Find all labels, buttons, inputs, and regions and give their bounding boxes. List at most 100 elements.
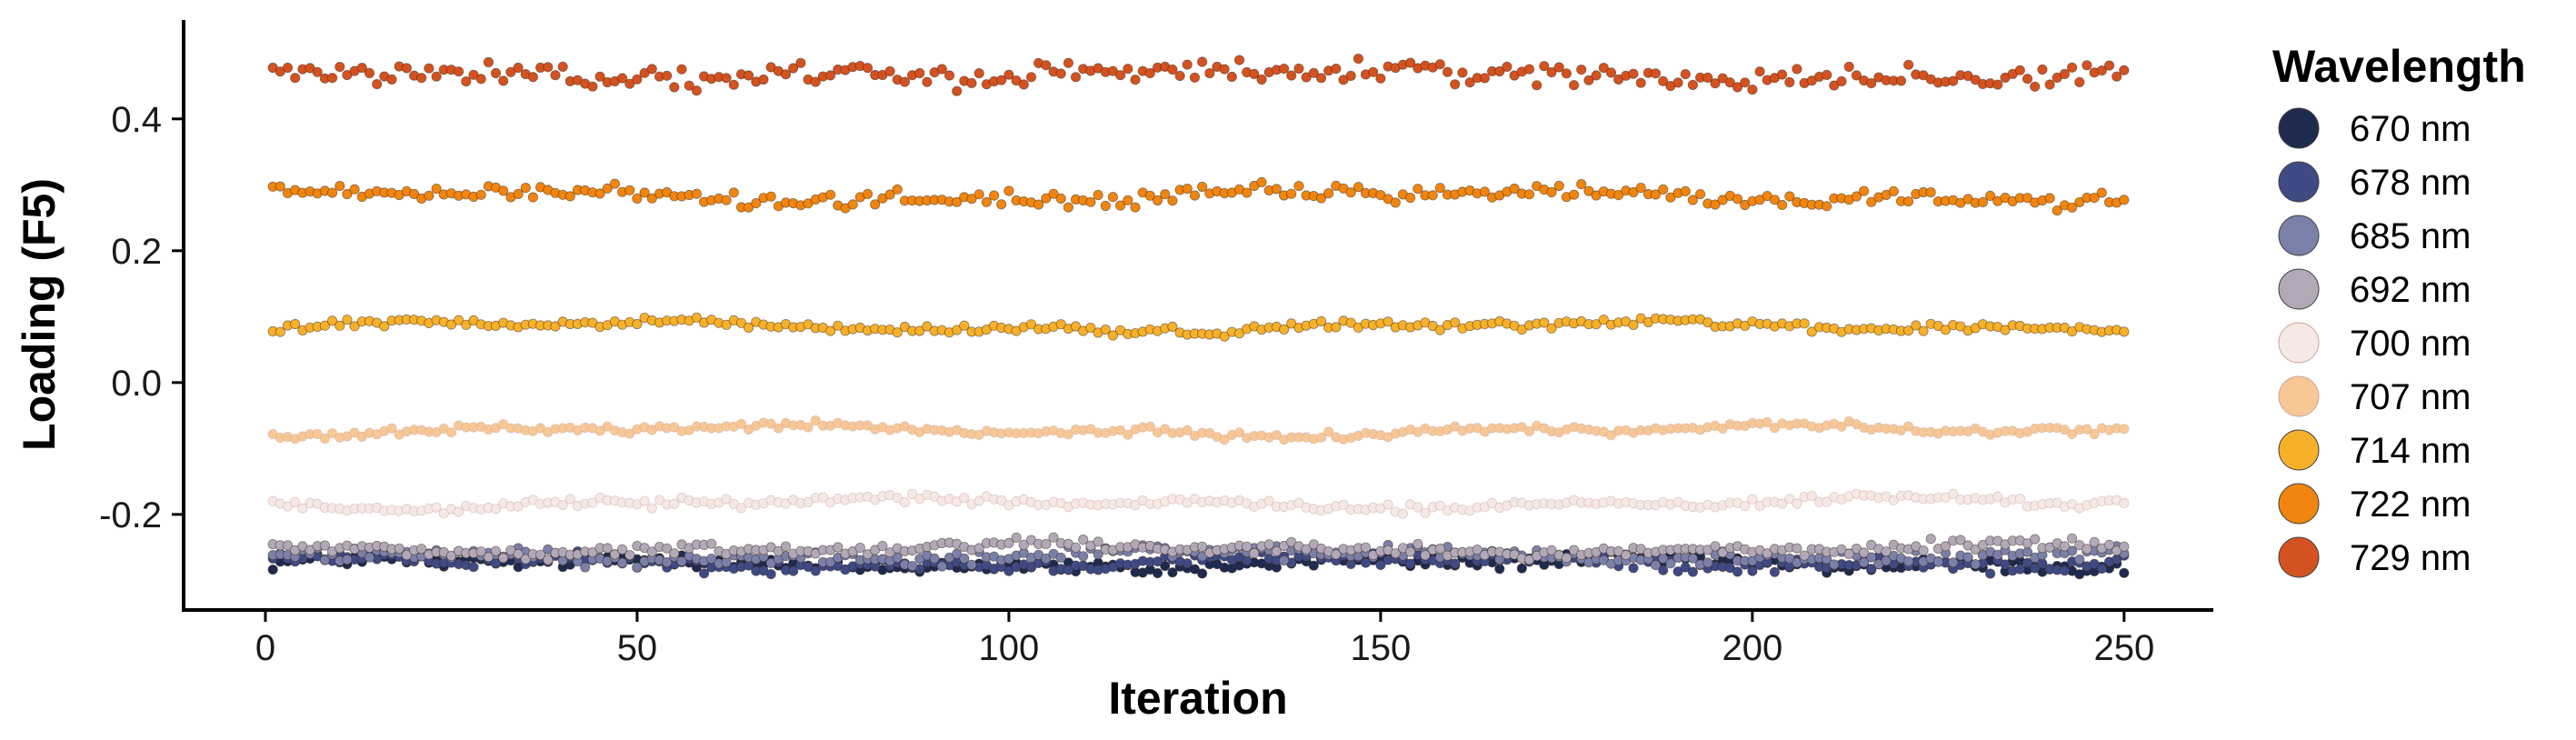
data-point	[1792, 64, 1802, 75]
data-point	[1041, 60, 1052, 71]
data-point	[1233, 328, 1245, 339]
data-point	[810, 76, 821, 87]
data-point	[1888, 185, 1899, 196]
data-point	[654, 495, 665, 505]
data-point	[1702, 72, 1713, 84]
data-point	[1621, 549, 1632, 561]
data-point	[1613, 190, 1624, 201]
data-point	[1977, 196, 1988, 207]
data-point	[490, 504, 502, 515]
data-point	[550, 70, 561, 81]
data-point	[2059, 541, 2070, 552]
data-point	[1331, 322, 1342, 333]
data-point	[1263, 495, 1274, 506]
data-point	[356, 63, 367, 74]
data-point	[1279, 324, 1290, 335]
data-point	[401, 63, 412, 74]
data-point	[1970, 544, 1981, 555]
data-point	[1516, 563, 1527, 574]
legend-label: 722 nm	[2350, 485, 2471, 525]
data-point	[803, 422, 814, 433]
data-point	[416, 73, 427, 84]
data-point	[431, 502, 442, 513]
legend-swatch	[2278, 161, 2320, 203]
data-point	[721, 195, 732, 205]
data-point	[1123, 195, 1133, 205]
data-point	[326, 73, 338, 84]
data-point	[989, 190, 1000, 201]
data-point	[1434, 59, 1445, 70]
data-point	[721, 319, 732, 330]
data-point	[1070, 542, 1082, 553]
data-point	[1806, 490, 1817, 502]
data-point	[817, 492, 829, 503]
data-point	[342, 188, 353, 200]
data-point	[453, 506, 464, 517]
data-point	[1360, 542, 1372, 553]
data-point	[424, 190, 434, 201]
data-point	[1093, 189, 1103, 201]
data-point	[1279, 64, 1290, 75]
data-point	[624, 78, 635, 89]
data-point	[616, 544, 628, 555]
data-point	[1740, 500, 1751, 512]
data-point	[1315, 315, 1327, 326]
data-point	[1018, 79, 1029, 90]
data-point	[691, 85, 703, 96]
data-point	[1152, 555, 1163, 567]
data-point	[1732, 82, 1743, 93]
data-point	[342, 554, 353, 565]
data-point	[1502, 61, 1513, 73]
data-point	[1940, 325, 1952, 335]
data-point	[1315, 73, 1327, 84]
data-point	[1345, 187, 1356, 198]
data-point	[1650, 68, 1662, 79]
data-point	[669, 82, 680, 93]
data-point	[1197, 541, 1208, 552]
data-point	[498, 553, 509, 564]
data-point	[468, 562, 479, 573]
data-point	[906, 488, 918, 500]
data-point	[646, 193, 657, 204]
data-point	[996, 495, 1007, 506]
data-point	[1413, 502, 1423, 513]
data-point	[973, 68, 984, 79]
data-point	[1256, 74, 1267, 85]
data-point	[1553, 62, 1564, 73]
data-point	[1903, 421, 1914, 432]
data-point	[1635, 77, 1646, 88]
data-point	[1472, 544, 1483, 555]
data-point	[1167, 567, 1178, 578]
data-point	[2067, 62, 2078, 73]
data-point	[616, 73, 628, 84]
data-point	[824, 556, 836, 567]
data-point	[1115, 425, 1126, 435]
data-point	[1553, 180, 1564, 192]
data-point	[1226, 71, 1237, 83]
data-point	[1851, 70, 1862, 81]
data-point	[1658, 184, 1669, 195]
data-point	[959, 320, 970, 331]
data-point	[1970, 559, 1981, 570]
data-point	[2119, 65, 2130, 75]
legend-swatch	[2278, 107, 2320, 149]
data-point	[1301, 544, 1312, 555]
data-point	[1018, 539, 1029, 551]
data-point	[594, 71, 605, 82]
data-point	[728, 79, 739, 90]
y-tick-label: 0.2	[111, 232, 162, 272]
data-point	[973, 189, 984, 200]
data-point	[2082, 544, 2092, 555]
data-point	[1948, 75, 1959, 86]
data-point	[498, 75, 509, 86]
x-tick-label: 100	[979, 628, 1040, 668]
data-point	[1427, 190, 1438, 201]
legend-label: 729 nm	[2350, 538, 2471, 578]
data-point	[1747, 85, 1758, 95]
data-point	[2089, 558, 2100, 569]
data-point	[1375, 73, 1386, 84]
data-point	[2089, 193, 2100, 204]
data-point	[824, 70, 836, 81]
x-ticks: 0 50 100 150 200 250	[255, 610, 2154, 668]
data-point	[1368, 66, 1379, 77]
